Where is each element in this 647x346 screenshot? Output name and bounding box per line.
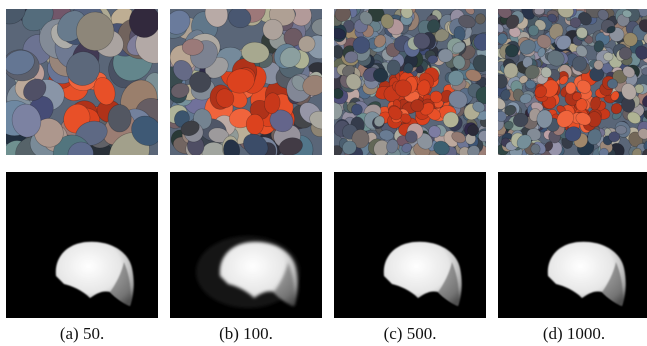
superpixel-svg-d xyxy=(498,9,647,155)
saliency-map-c xyxy=(334,172,486,318)
superpixel-image-b xyxy=(170,9,322,155)
superpixel-svg-c xyxy=(334,9,486,155)
superpixel-svg-a xyxy=(6,9,158,155)
superpixel-image-c xyxy=(334,9,486,155)
saliency-map-b xyxy=(170,172,322,318)
saliency-map-d xyxy=(498,172,647,318)
caption-a: (a) 50. xyxy=(59,324,105,343)
superpixel-image-d xyxy=(498,9,647,155)
caption-c: (c) 500. xyxy=(383,324,437,343)
saliency-map-a xyxy=(6,172,158,318)
caption-d: (d) 1000. xyxy=(542,324,606,343)
saliency-svg-c xyxy=(334,172,486,318)
saliency-svg-b xyxy=(170,172,322,318)
caption-b: (b) 100. xyxy=(219,324,273,343)
saliency-svg-d xyxy=(498,172,647,318)
saliency-svg-a xyxy=(6,172,158,318)
superpixel-image-a xyxy=(6,9,158,155)
superpixel-svg-b xyxy=(170,9,322,155)
